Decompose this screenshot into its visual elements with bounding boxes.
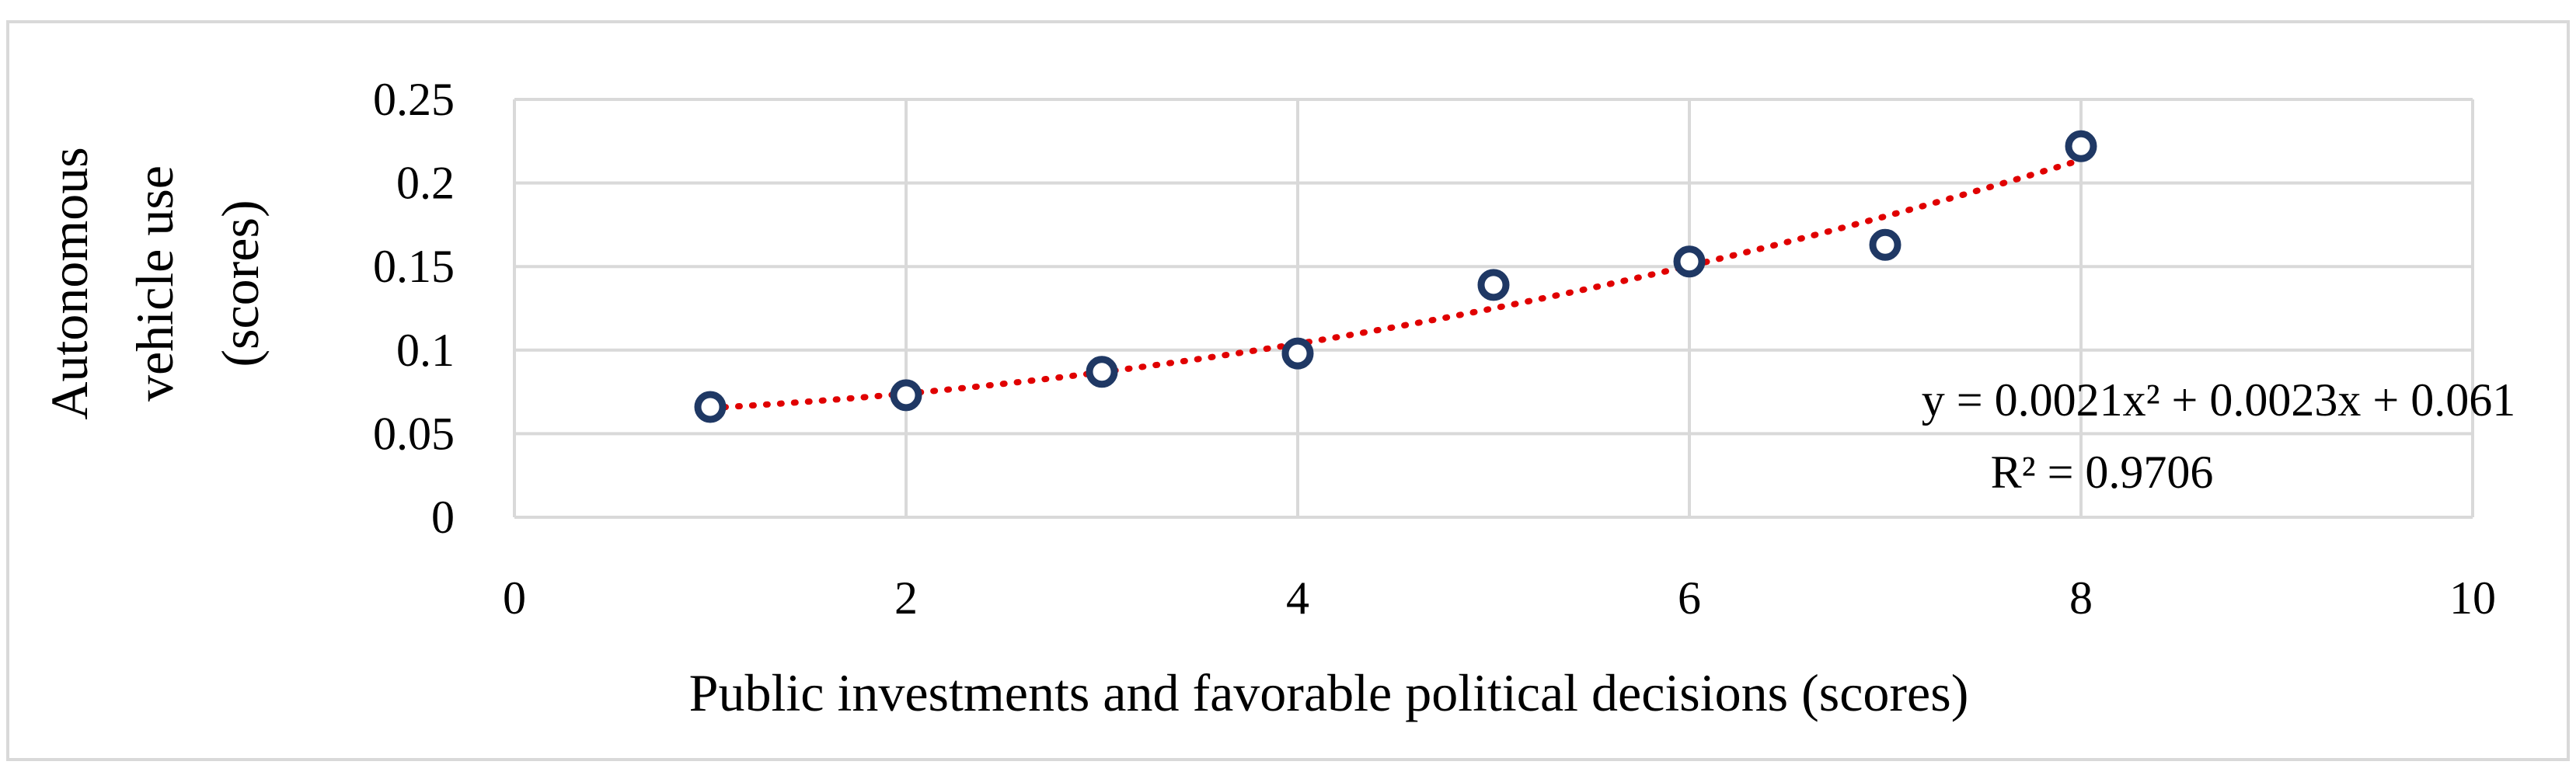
data-points: [694, 130, 2097, 423]
x-tick-label: 10: [2449, 572, 2496, 624]
y-tick-label: 0: [431, 492, 455, 543]
data-point: [1281, 337, 1314, 370]
trendline-equation: y = 0.0021x² + 0.0023x + 0.061: [1922, 374, 2516, 426]
y-tick-label: 0.1: [396, 325, 455, 376]
x-tick-label: 2: [894, 572, 918, 624]
y-tick-label: 0.25: [373, 74, 455, 125]
x-tick-label: 8: [2069, 572, 2093, 624]
chart-frame: [6, 20, 2570, 761]
data-point: [890, 379, 922, 412]
y-axis-title-line: Autonomous: [40, 147, 99, 419]
data-point: [2065, 130, 2097, 162]
trendline-r-squared: R² = 0.9706: [1991, 447, 2214, 498]
data-point: [1673, 245, 1706, 278]
y-tick-label: 0.05: [373, 408, 455, 459]
y-axis-title-line: vehicle use: [125, 165, 184, 402]
tick-labels: 0 0.05 0.1 0.15 0.2 0.25 0 2 4 6 8 10: [373, 74, 2496, 624]
y-axis-title: Autonomous vehicle use (scores): [40, 147, 270, 419]
x-tick-label: 4: [1286, 572, 1309, 624]
grid: [513, 98, 2474, 519]
trendline: [707, 156, 2084, 412]
data-point: [1477, 269, 1510, 301]
x-tick-label: 0: [503, 572, 526, 624]
data-point: [694, 391, 727, 423]
x-axis-title: Public investments and favorable politic…: [689, 663, 1969, 722]
data-point: [1086, 356, 1118, 388]
data-point: [1869, 228, 1901, 261]
y-tick-label: 0.15: [373, 241, 455, 292]
x-tick-label: 6: [1678, 572, 1701, 624]
y-axis-title-line: (scores): [211, 200, 270, 367]
y-tick-label: 0.2: [396, 158, 455, 209]
trendline-layer: [707, 156, 2084, 412]
